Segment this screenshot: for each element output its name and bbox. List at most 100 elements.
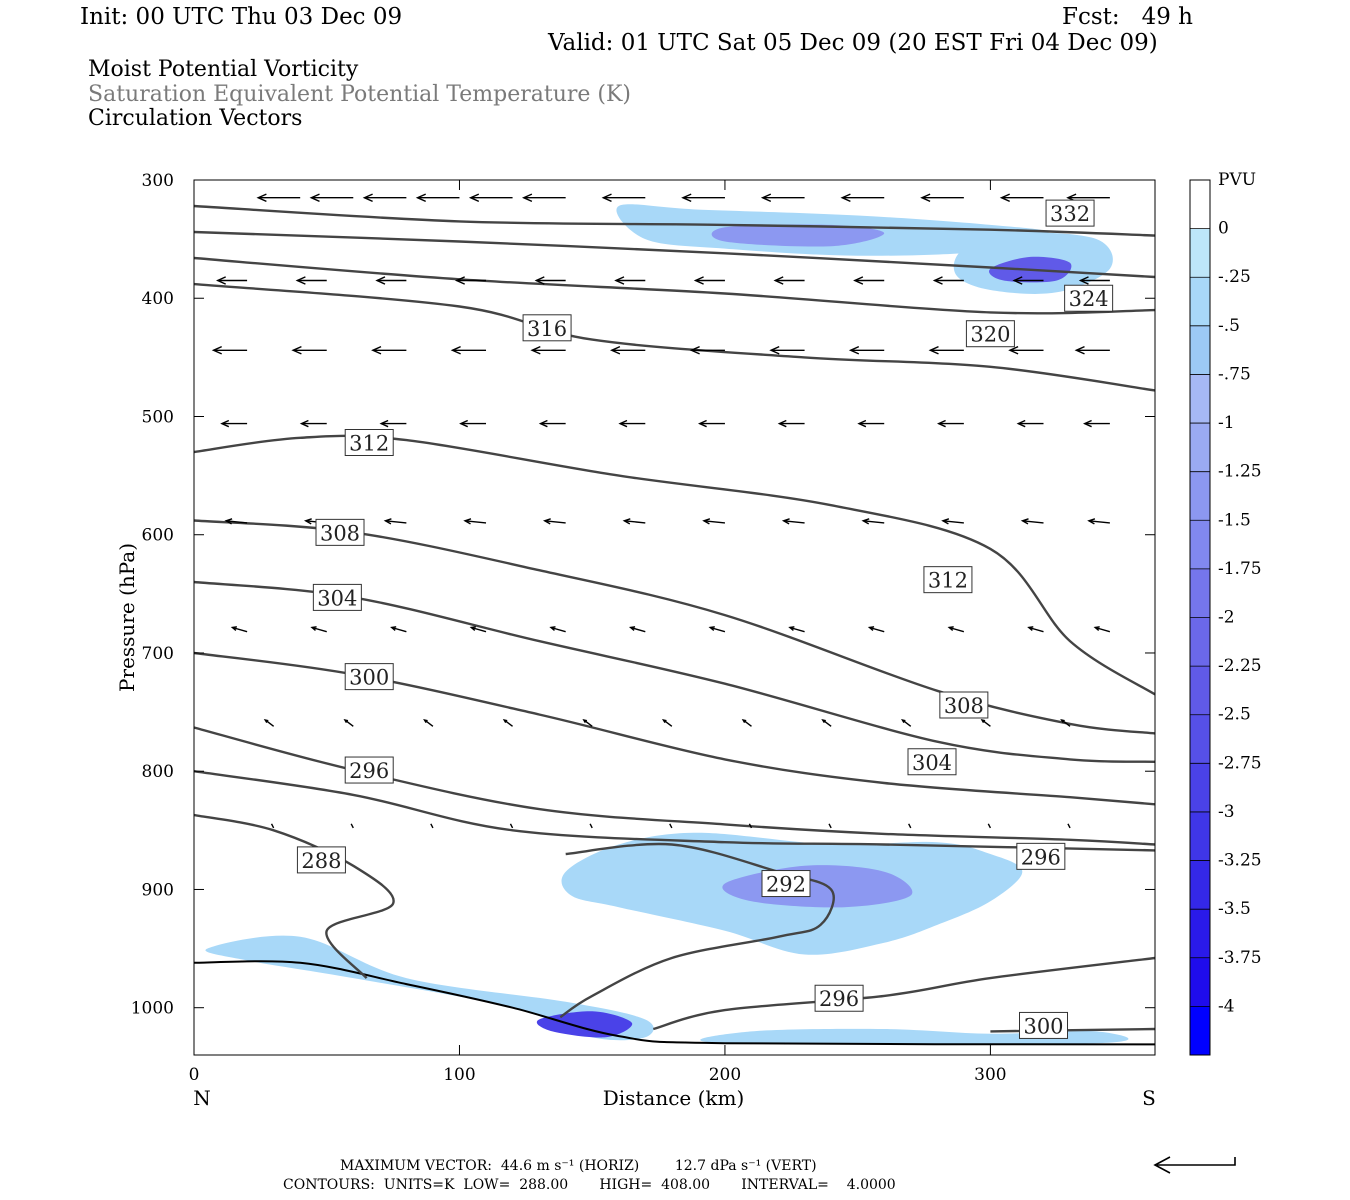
x-tick-label: 100 xyxy=(443,1065,475,1085)
vector-head xyxy=(618,419,628,428)
theta-contour-1 xyxy=(194,230,1155,279)
vector-shaft xyxy=(942,520,964,524)
init-time: Init: 00 UTC Thu 03 Dec 09 xyxy=(80,4,403,30)
vector-head xyxy=(861,518,870,525)
colorbar-swatch xyxy=(1190,811,1210,862)
vector-shaft xyxy=(226,520,248,524)
vector-arrow xyxy=(468,193,513,203)
contour-label: 292 xyxy=(766,873,806,897)
vector-arrow xyxy=(454,276,487,285)
theta-contour-7 xyxy=(194,651,1155,806)
vector-head xyxy=(708,626,715,631)
vector-arrow xyxy=(769,345,805,355)
vector-shaft xyxy=(948,626,965,633)
vector-arrow xyxy=(773,276,805,285)
contour-note: CONTOURS: UNITS=K LOW= 288.00 HIGH= 408.… xyxy=(283,1177,896,1193)
vector-head xyxy=(521,193,533,203)
vector-head xyxy=(371,345,382,355)
vector-head xyxy=(530,345,541,355)
vector-arrow xyxy=(469,626,487,633)
valid-time: Valid: 01 UTC Sat 05 Dec 09 (20 EST Fri … xyxy=(548,30,1158,56)
mpv-region-1 xyxy=(711,224,885,247)
colorbar-swatch xyxy=(1190,520,1210,570)
vector-arrow xyxy=(1074,345,1110,355)
mpv-region-7 xyxy=(536,1011,633,1038)
colorbar-tick-label: -1 xyxy=(1218,413,1235,433)
theta-contour-3 xyxy=(194,282,1155,392)
y-axis-title: Pressure (hPa) xyxy=(115,543,139,692)
vector-arrow xyxy=(1012,276,1044,285)
vector-head xyxy=(773,276,784,285)
vector-head xyxy=(256,193,267,203)
vector-head xyxy=(867,626,875,631)
vector-head xyxy=(291,345,302,355)
vector-arrow xyxy=(291,345,327,355)
vector-head xyxy=(1082,419,1092,428)
theta-contour-13 xyxy=(990,1027,1155,1033)
contour-label-box xyxy=(965,320,1015,348)
contour-label: 296 xyxy=(819,987,859,1011)
reference-vector-shaft xyxy=(1157,1157,1236,1166)
colorbar-tick-label: -.75 xyxy=(1218,364,1251,384)
vector-shaft xyxy=(385,520,407,524)
contour-label: 300 xyxy=(1023,1014,1063,1038)
contour-labels: 332 324 320 316 312 312 308 308 304 304 300 300 296 2… xyxy=(296,199,1114,1039)
vector-head xyxy=(220,419,230,428)
contour-label-box xyxy=(923,566,973,594)
plot-frame xyxy=(193,179,1156,1056)
vector-shaft xyxy=(828,823,832,829)
vector-head xyxy=(901,718,906,724)
colorbar-swatch xyxy=(1190,1006,1210,1056)
vector-head xyxy=(840,193,851,203)
vector-arrow xyxy=(310,626,327,633)
vector-arrow xyxy=(781,518,805,525)
contour-label: 304 xyxy=(912,751,952,775)
colorbar-tick-label: 0 xyxy=(1218,219,1229,239)
colorbar: PVU 0 -.25 -.5 -.75 -1 -1.25 -1.5 -1.75 -2 -2.25 -2… xyxy=(1189,170,1262,1056)
contour-label: 296 xyxy=(1021,845,1061,869)
vector-arrow xyxy=(987,823,992,829)
colorbar-swatch xyxy=(1190,423,1210,473)
vector-shaft xyxy=(471,626,487,633)
theta-contour-2 xyxy=(194,256,1155,315)
vector-arrow xyxy=(530,345,566,355)
vector-head xyxy=(538,419,548,428)
vector-head xyxy=(215,276,226,285)
vector-head xyxy=(534,276,545,285)
terrain-line xyxy=(194,960,1155,1046)
vector-shaft xyxy=(908,823,912,829)
vector-arrow xyxy=(661,718,673,727)
colorbar-label: PVU xyxy=(1218,170,1256,190)
vector-arrow xyxy=(821,718,832,727)
vector-head xyxy=(760,193,772,203)
vector-head xyxy=(309,193,320,203)
colorbar-swatch xyxy=(1190,763,1210,813)
vector-head xyxy=(601,193,612,203)
vector-shaft xyxy=(391,626,407,633)
theta-contour-4 xyxy=(194,434,1155,696)
vector-head xyxy=(375,276,386,285)
vector-head xyxy=(1074,345,1085,355)
vector-arrow xyxy=(980,718,991,727)
theta-contour-11 xyxy=(559,842,835,1019)
vector-head xyxy=(303,518,312,525)
vector-head xyxy=(661,718,667,724)
vector-shaft xyxy=(1067,823,1071,829)
vector-arrow xyxy=(220,419,248,428)
y-tick-label: 400 xyxy=(142,289,174,309)
contour-label-box xyxy=(522,314,572,342)
vector-head xyxy=(459,419,468,428)
vector-arrow xyxy=(215,276,248,285)
vector-arrow xyxy=(343,718,354,727)
title-theta-es: Saturation Equivalent Potential Temperat… xyxy=(88,82,631,107)
vector-arrow xyxy=(697,419,725,428)
vector-arrow xyxy=(224,518,248,525)
vector-arrow xyxy=(941,518,964,525)
vector-arrow xyxy=(295,276,327,285)
max-vector-note: MAXIMUM VECTOR: 44.6 m s⁻¹ (HORIZ) 12.7 … xyxy=(340,1158,817,1174)
vector-head xyxy=(622,518,631,525)
vector-head xyxy=(1093,626,1100,631)
vector-arrow xyxy=(350,823,354,829)
theta-contour-9 xyxy=(194,770,1155,852)
vector-arrow xyxy=(853,276,885,285)
